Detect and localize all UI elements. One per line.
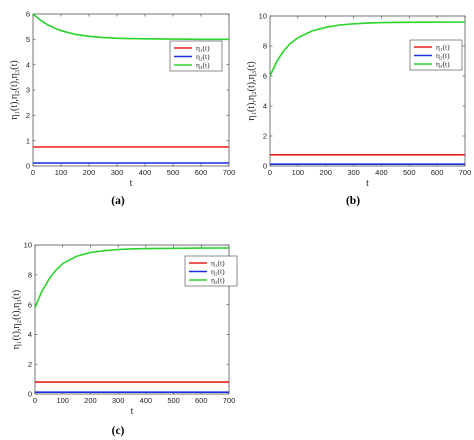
- y-tick-label: 6: [26, 10, 30, 19]
- y-tick-label: 2: [28, 360, 32, 369]
- x-tick-label: 300: [347, 168, 360, 177]
- legend-label-3: η₃(t): [211, 276, 225, 285]
- x-tick-label: 400: [140, 396, 153, 405]
- x-tick-label: 400: [375, 168, 388, 177]
- legend-label-1: η₁(t): [436, 43, 450, 52]
- x-tick-label: 700: [223, 168, 236, 177]
- y-tick-label: 0: [263, 162, 267, 171]
- y-axis-label: η₁(t),η₂(t),η₃(t): [11, 290, 22, 349]
- x-tick-label: 100: [55, 168, 68, 177]
- legend: η₁(t)η₂(t)η₃(t): [409, 39, 463, 71]
- x-tick-label: 600: [431, 168, 444, 177]
- x-axis-label: t: [130, 178, 133, 189]
- plot-frame: [269, 15, 466, 167]
- x-tick-label: 300: [112, 396, 125, 405]
- legend-label-3: η₃(t): [436, 60, 450, 69]
- x-tick-label: 0: [31, 168, 35, 177]
- y-tick-label: 4: [28, 330, 32, 339]
- y-tick-label: 8: [28, 271, 32, 280]
- y-tick-label: 0: [26, 162, 30, 171]
- x-tick-label: 0: [33, 396, 37, 405]
- plot-frame: [32, 13, 230, 167]
- y-tick-label: 5: [26, 35, 30, 44]
- legend-label-3: η₃(t): [196, 61, 210, 70]
- y-tick-label: 2: [263, 132, 267, 141]
- y-tick-label: 1: [26, 136, 30, 145]
- x-tick-label: 500: [403, 168, 416, 177]
- x-tick-label: 400: [139, 168, 152, 177]
- y-tick-label: 6: [28, 300, 32, 309]
- legend-label-2: η₂(t): [436, 51, 450, 60]
- series-line-3: [34, 247, 230, 308]
- x-tick-label: 300: [111, 168, 124, 177]
- y-tick-label: 4: [263, 102, 267, 111]
- y-tick-label: 10: [24, 241, 32, 250]
- x-tick-label: 500: [167, 168, 180, 177]
- x-tick-label: 700: [223, 396, 236, 405]
- x-axis-label: t: [366, 178, 369, 189]
- x-axis-label: t: [131, 406, 134, 417]
- y-tick-label: 6: [263, 72, 267, 81]
- legend-label-1: η₁(t): [211, 259, 225, 268]
- panel-caption: (b): [346, 195, 360, 207]
- x-tick-label: 200: [83, 168, 96, 177]
- x-tick-label: 700: [459, 168, 472, 177]
- x-tick-label: 600: [195, 396, 208, 405]
- x-tick-label: 100: [292, 168, 305, 177]
- y-tick-label: 10: [259, 12, 267, 21]
- panel-caption: (a): [111, 195, 125, 207]
- legend-label-2: η₂(t): [211, 267, 225, 276]
- x-tick-label: 0: [268, 168, 272, 177]
- legend-label-1: η₁(t): [196, 44, 210, 53]
- y-tick-label: 4: [26, 60, 30, 69]
- x-tick-label: 100: [56, 396, 69, 405]
- chart-panel-b: 0 100 200 300 400 500 600 700 0 2 4 6 8 10 t η₁(t),η₂(t…: [246, 12, 471, 207]
- x-tick-label: 500: [167, 396, 180, 405]
- y-tick-label: 3: [26, 86, 30, 95]
- legend: η₁(t)η₂(t)η₃(t): [184, 255, 238, 287]
- y-axis-label: η₁(t),η₂(t),η₃(t): [246, 61, 257, 120]
- y-tick-label: 2: [26, 111, 30, 120]
- x-tick-label: 600: [195, 168, 208, 177]
- y-tick-label: 8: [263, 42, 267, 51]
- panel-caption: (c): [112, 425, 125, 437]
- y-axis-label: η₁(t),η₂(t),η₃(t): [9, 60, 20, 119]
- y-tick-label: 0: [28, 390, 32, 399]
- series-line-3: [32, 13, 229, 41]
- series-line-3: [269, 21, 466, 77]
- legend-label-2: η₂(t): [196, 52, 210, 61]
- x-tick-label: 200: [84, 396, 97, 405]
- chart-panel-a: 0 100 200 300 400 500 600 700 0 1 2 3 4 5 6 t η₁(t),η₂(t…: [9, 10, 235, 207]
- chart-panel-c: 0 100 200 300 400 500 600 700 0 2 4 6 8 10 t η₁(t),η₂(t…: [11, 241, 238, 437]
- legend: η₁(t)η₂(t)η₃(t): [169, 40, 223, 72]
- x-tick-label: 200: [319, 168, 332, 177]
